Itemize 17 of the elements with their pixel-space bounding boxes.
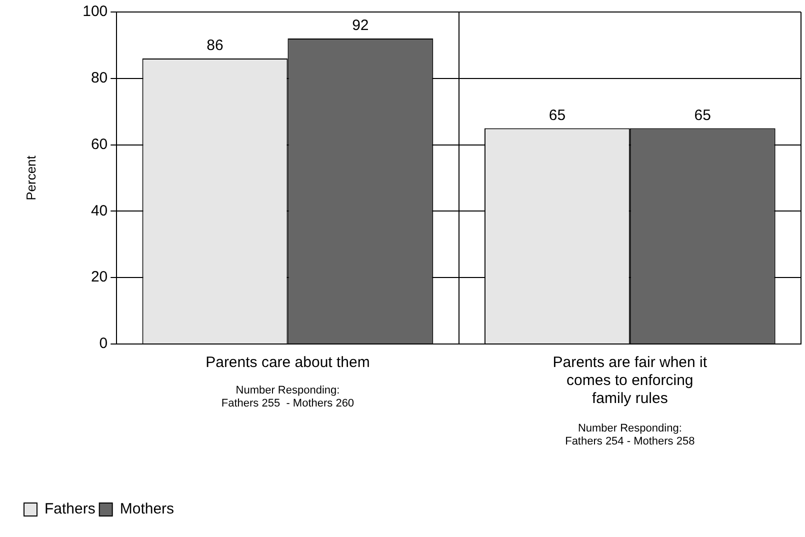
y-tick-label: 100 (82, 3, 108, 20)
y-tick-label: 60 (90, 136, 108, 153)
legend-label: Mothers (120, 500, 174, 518)
x-tick-label: Parents care about them (206, 354, 370, 372)
y-axis-title: Percent (23, 155, 38, 200)
x-tick-label: Parents are fair when it comes to enforcing family rules (552, 354, 708, 408)
data-label: 86 (206, 37, 224, 54)
text: Number Responding: Fathers 255 - Mothers 260 (221, 384, 354, 410)
data-label: 92 (352, 17, 369, 34)
y-tick-label: 0 (99, 335, 108, 352)
text: Number Responding: Fathers 254 - Mothers 258 (565, 422, 695, 448)
y-tick-label: 20 (90, 268, 108, 286)
data-label: 65 (694, 106, 711, 124)
y-tick-label: 40 (90, 202, 108, 220)
legend-label: Fathers (44, 500, 96, 518)
data-label: 65 (548, 106, 566, 124)
y-tick-label: 80 (90, 70, 108, 87)
